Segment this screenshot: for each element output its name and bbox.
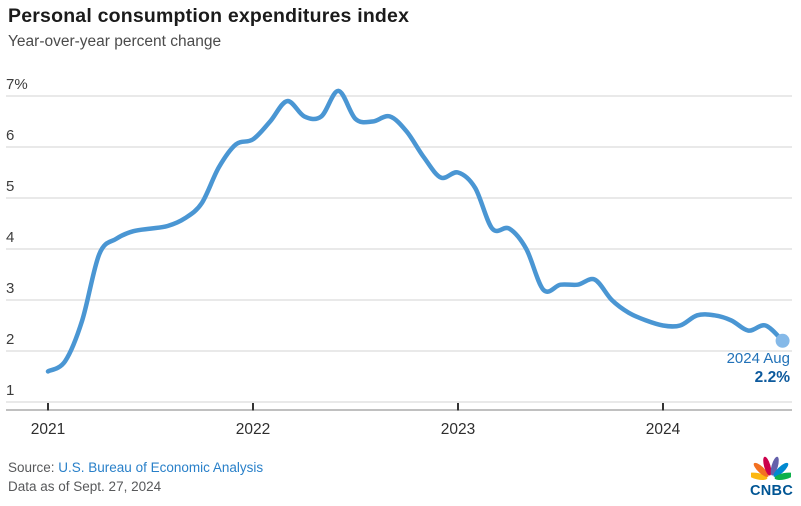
latest-point-annotation: 2024 Aug 2.2% (727, 349, 790, 387)
footer: Source: U.S. Bureau of Economic Analysis… (8, 458, 263, 496)
pce-trend-line (45, 88, 785, 374)
data-as-of: Data as of Sept. 27, 2024 (8, 479, 162, 494)
latest-point-value: 2.2% (754, 369, 790, 386)
chart-subtitle: Year-over-year percent change (8, 33, 222, 50)
x-axis-label: 2021 (31, 421, 65, 438)
y-axis-label: 2 (6, 331, 14, 348)
y-axis-label: 5 (6, 178, 14, 195)
source-line: Source: U.S. Bureau of Economic Analysis (8, 458, 263, 477)
y-axis-label: 4 (6, 229, 14, 246)
latest-point-marker (775, 333, 790, 348)
latest-point-date: 2024 Aug (726, 350, 790, 367)
peacock-feather (763, 456, 772, 476)
y-axis-label: 6 (6, 127, 14, 144)
peacock-feather (770, 456, 779, 476)
x-axis-label: 2024 (646, 421, 681, 438)
peacock-feather (773, 462, 789, 477)
line-chart-canvas: 7% 6 5 4 3 2 1 2021 2022 2023 2024 (6, 76, 792, 438)
cnbc-wordmark: CNBC (750, 483, 794, 499)
y-axis-label: 1 (6, 382, 14, 399)
chart-title: Personal consumption expenditures index (8, 5, 410, 27)
cnbc-peacock-icon (748, 456, 794, 480)
source-link[interactable]: U.S. Bureau of Economic Analysis (58, 460, 264, 475)
x-axis-label: 2023 (441, 421, 475, 438)
y-axis-label: 3 (6, 280, 14, 297)
peacock-feather (774, 472, 794, 480)
y-axis-label: 7% (6, 76, 28, 93)
x-axis-label: 2022 (236, 421, 270, 438)
source-prefix: Source: (8, 460, 59, 475)
peacock-feather (753, 462, 769, 477)
cnbc-logo: CNBC (748, 454, 794, 499)
